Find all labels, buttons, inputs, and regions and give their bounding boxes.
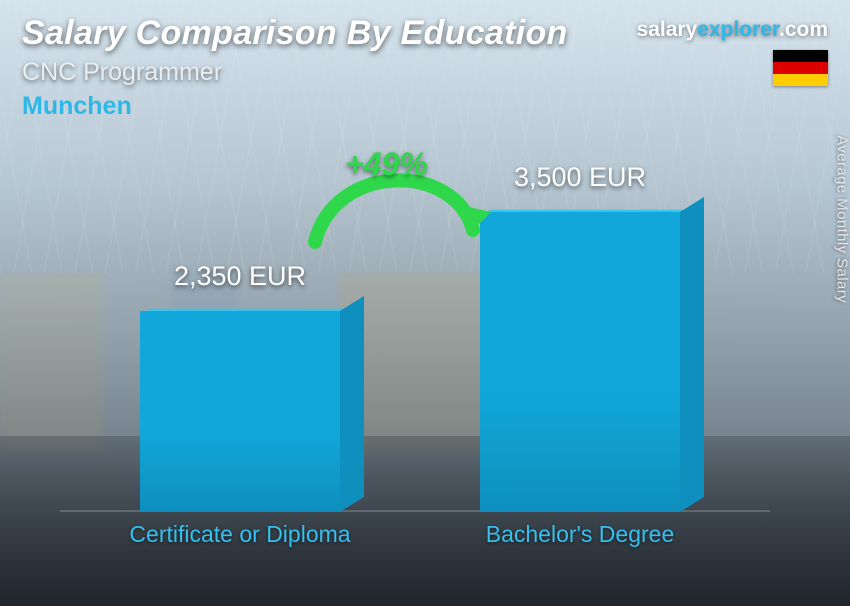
job-title: CNC Programmer: [22, 58, 222, 87]
flag-stripe-1: [773, 50, 828, 62]
flag-stripe-2: [773, 62, 828, 74]
bar-side-face: [680, 197, 704, 512]
bar-front-face: [480, 212, 680, 512]
page-title: Salary Comparison By Education: [22, 14, 568, 53]
bar-value: 2,350 EUR: [174, 261, 306, 292]
brand-part-c: .com: [779, 18, 828, 41]
bar-certificate: 2,350 EUR Certificate or Diploma: [140, 311, 340, 512]
city-name: Munchen: [22, 92, 132, 121]
flag-germany: [773, 50, 828, 86]
percentage-increase: +49%: [345, 146, 428, 183]
bar-front-face: [140, 311, 340, 512]
bar-value: 3,500 EUR: [514, 162, 646, 193]
bar-bachelor: 3,500 EUR Bachelor's Degree: [480, 212, 680, 512]
flag-stripe-3: [773, 74, 828, 86]
brand-part-b: explorer: [697, 18, 779, 41]
bar-side-face: [340, 296, 364, 512]
y-axis-label: Average Monthly Salary: [834, 135, 850, 303]
bar-label: Bachelor's Degree: [486, 521, 675, 548]
bar-chart: 2,350 EUR Certificate or Diploma 3,500 E…: [60, 160, 770, 546]
brand-part-a: salary: [637, 18, 698, 41]
brand-logo: salaryexplorer.com: [637, 18, 828, 42]
bar-label: Certificate or Diploma: [129, 521, 350, 548]
infographic: Salary Comparison By Education CNC Progr…: [0, 0, 850, 606]
